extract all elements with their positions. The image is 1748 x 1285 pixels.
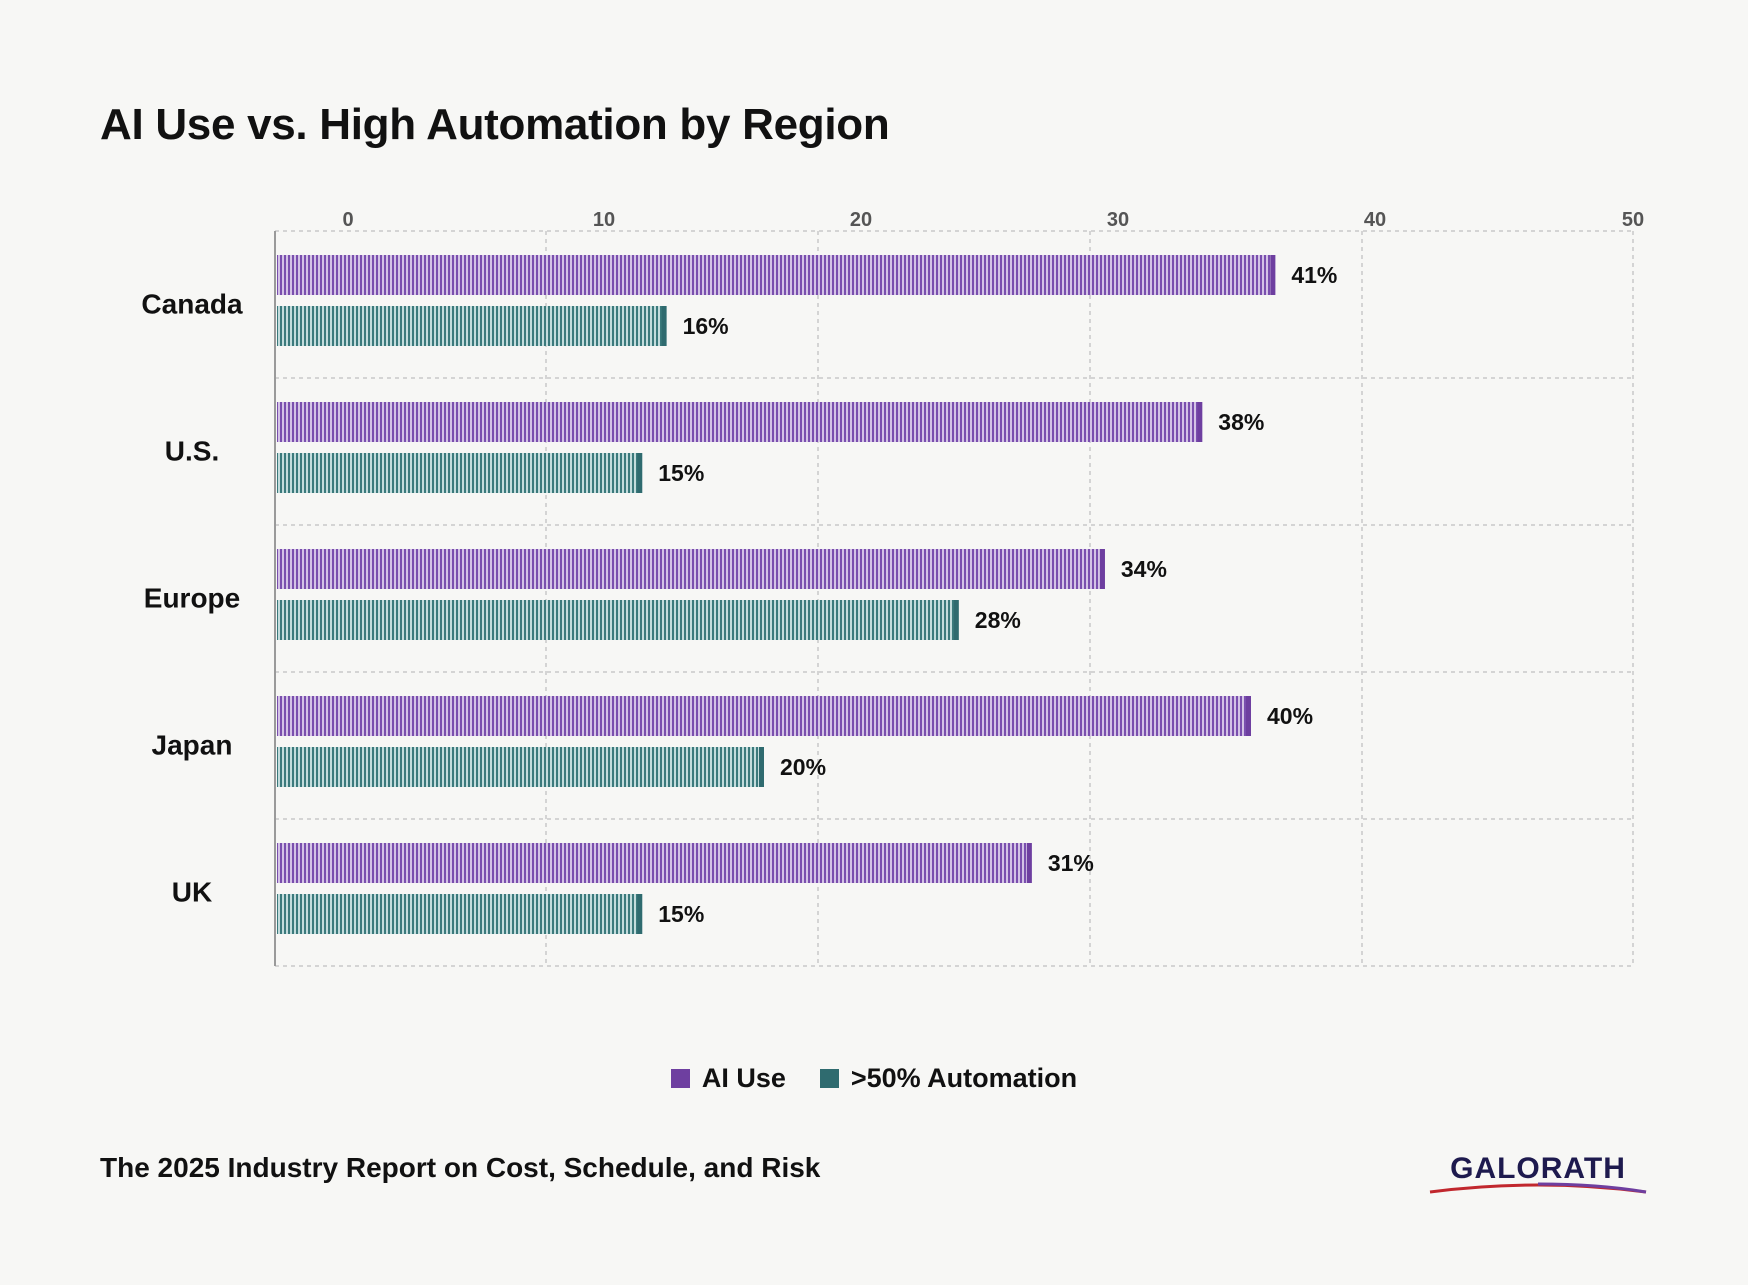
- legend-label-automation: >50% Automation: [850, 1063, 1078, 1093]
- bar-end-cap: [661, 306, 667, 346]
- brand-logo: GALORATH: [1429, 1152, 1647, 1194]
- bar-end-cap: [953, 600, 959, 640]
- legend-swatch-ai-use: [670, 1069, 690, 1088]
- category-labels: Canada U.S. Europe Japan UK: [141, 289, 243, 908]
- x-tick-label: 30: [1107, 209, 1129, 231]
- bar-end-cap: [1026, 843, 1032, 883]
- legend-item-automation: >50% Automation: [819, 1063, 1078, 1094]
- category-label: Canada: [141, 289, 243, 320]
- x-tick-label: 0: [342, 209, 353, 231]
- data-label: 41%: [1291, 262, 1337, 288]
- data-label: 15%: [658, 460, 704, 486]
- data-label: 20%: [780, 754, 826, 780]
- bar: [277, 549, 1105, 589]
- x-tick-label: 50: [1622, 209, 1644, 231]
- category-label: Europe: [144, 583, 240, 614]
- data-label: 15%: [658, 901, 704, 927]
- bar: [277, 747, 764, 787]
- grid-lines: [274, 230, 1634, 967]
- bar: [277, 255, 1276, 295]
- data-labels: 41% 16% 38% 15% 34% 28% 40% 20% 31% 15%: [658, 262, 1337, 927]
- bars: [277, 255, 1276, 934]
- legend-label-ai-use: AI Use: [701, 1063, 786, 1093]
- legend-swatch-automation: [819, 1069, 839, 1088]
- bar: [277, 843, 1032, 883]
- category-label: UK: [172, 877, 212, 908]
- data-label: 40%: [1267, 703, 1313, 729]
- data-label: 16%: [683, 313, 729, 339]
- legend-item-ai-use: AI Use: [670, 1063, 786, 1094]
- bar-end-cap: [637, 894, 643, 934]
- data-label: 34%: [1121, 556, 1167, 582]
- category-label: Japan: [152, 730, 233, 761]
- legend: AI Use >50% Automation: [0, 1063, 1748, 1094]
- bar-end-cap: [1099, 549, 1105, 589]
- x-axis-ticks: 0 10 20 30 40 50: [342, 209, 1644, 231]
- svg-text:GALORATH: GALORATH: [1450, 1152, 1626, 1185]
- x-tick-label: 10: [593, 209, 615, 231]
- bar: [277, 453, 643, 493]
- bar: [277, 600, 959, 640]
- bar: [277, 402, 1203, 442]
- bar-end-cap: [1246, 696, 1251, 736]
- bar-end-cap: [759, 747, 764, 787]
- category-label: U.S.: [165, 436, 219, 467]
- data-label: 28%: [975, 607, 1021, 633]
- bar: [277, 894, 643, 934]
- data-label: 38%: [1218, 409, 1264, 435]
- bar-end-cap: [1270, 255, 1276, 295]
- report-footer: The 2025 Industry Report on Cost, Schedu…: [100, 1152, 821, 1183]
- bar: [277, 696, 1251, 736]
- x-tick-label: 20: [850, 209, 872, 231]
- bar-end-cap: [1197, 402, 1203, 442]
- chart-title: AI Use vs. High Automation by Region: [100, 100, 890, 149]
- data-label: 31%: [1048, 850, 1094, 876]
- bar: [277, 306, 667, 346]
- x-tick-label: 40: [1364, 209, 1386, 231]
- bar-end-cap: [637, 453, 643, 493]
